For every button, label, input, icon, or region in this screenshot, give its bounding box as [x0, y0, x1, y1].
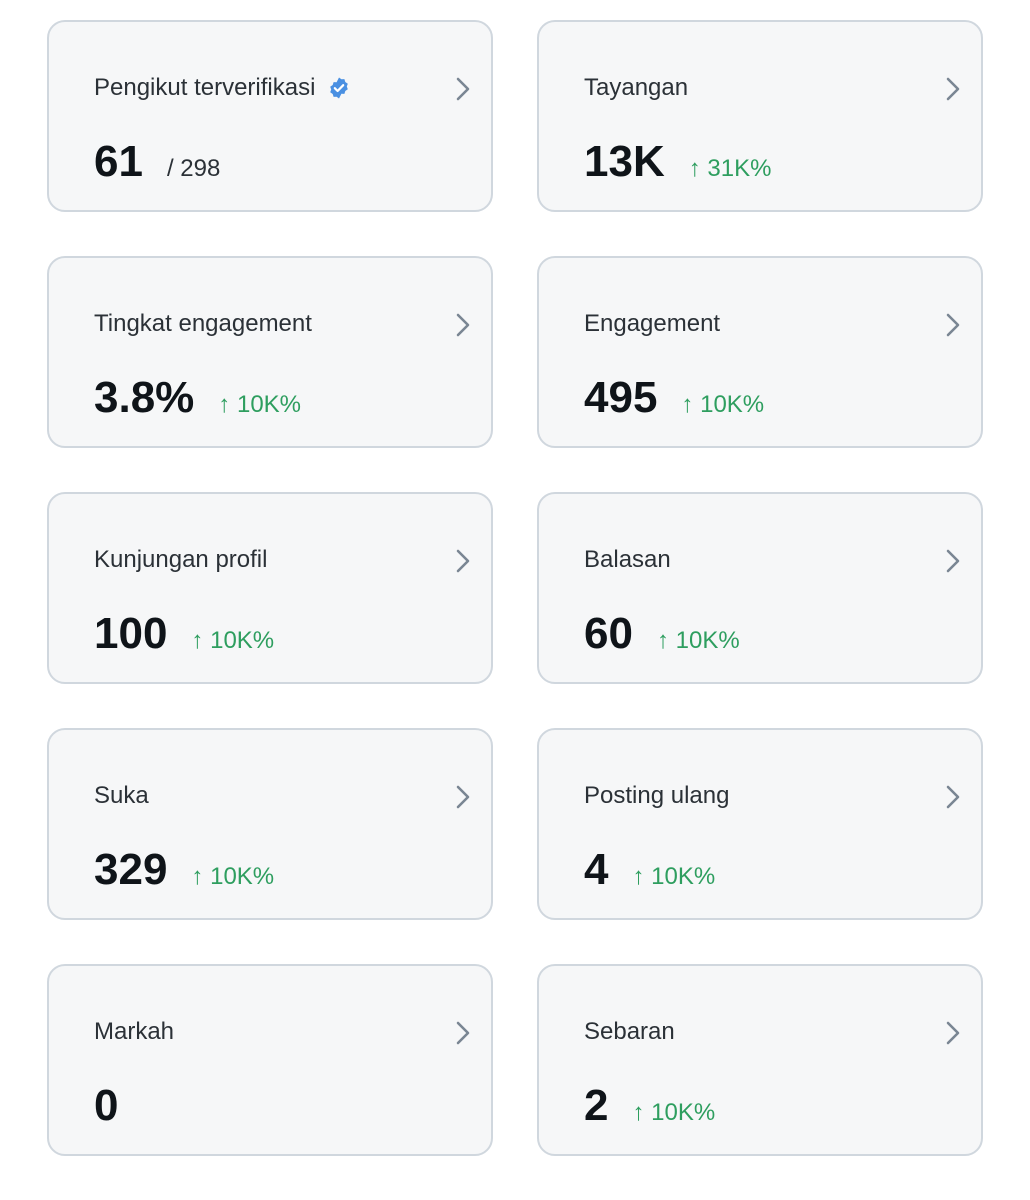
value-row: 3.8% ↑ 10K% — [94, 372, 301, 424]
card-title: Tayangan — [584, 74, 688, 102]
chevron-right-icon — [946, 313, 960, 337]
card-title: Kunjungan profil — [94, 546, 267, 574]
metric-card-replies[interactable]: Balasan 60 ↑ 10K% — [537, 492, 983, 684]
metric-total: / 298 — [166, 155, 221, 182]
card-title-label: Suka — [94, 782, 149, 809]
chevron-right-icon — [456, 549, 470, 573]
card-title: Suka — [94, 782, 149, 810]
value-row: 329 ↑ 10K% — [94, 844, 274, 896]
chevron-right-icon — [946, 785, 960, 809]
value-row: 2 ↑ 10K% — [584, 1080, 715, 1132]
metric-value: 2 — [584, 1081, 609, 1130]
chevron-right-icon — [946, 549, 960, 573]
value-row: 100 ↑ 10K% — [94, 608, 274, 660]
verified-badge-icon — [330, 77, 349, 99]
card-title: Engagement — [584, 310, 720, 338]
metric-change: ↑ 10K% — [218, 391, 302, 418]
chevron-right-icon — [946, 77, 960, 101]
card-title: Sebaran — [584, 1018, 675, 1046]
chevron-right-icon — [946, 1021, 960, 1045]
card-title-label: Markah — [94, 1018, 175, 1045]
value-row: 0 — [94, 1080, 118, 1132]
card-title-label: Kunjungan profil — [94, 546, 268, 573]
metric-change: ↑ 10K% — [681, 391, 765, 418]
metric-card-verified-followers[interactable]: Pengikut terverifikasi 61 / 298 — [47, 20, 493, 212]
chevron-right-icon — [456, 1021, 470, 1045]
metric-value: 3.8% — [94, 373, 195, 422]
metric-value: 13K — [584, 137, 665, 186]
metric-card-views[interactable]: Tayangan 13K ↑ 31K% — [537, 20, 983, 212]
metric-value: 329 — [94, 845, 168, 894]
value-row: 4 ↑ 10K% — [584, 844, 715, 896]
metric-change: ↑ 10K% — [191, 627, 275, 654]
card-title-label: Engagement — [584, 310, 721, 337]
metric-change: ↑ 10K% — [191, 863, 275, 890]
card-title: Balasan — [584, 546, 671, 574]
metric-card-likes[interactable]: Suka 329 ↑ 10K% — [47, 728, 493, 920]
card-title: Markah — [94, 1018, 174, 1046]
card-title-label: Tayangan — [584, 74, 689, 101]
metric-change: ↑ 10K% — [656, 627, 740, 654]
value-row: 61 / 298 — [94, 136, 220, 188]
metric-card-engagement-rate[interactable]: Tingkat engagement 3.8% ↑ 10K% — [47, 256, 493, 448]
value-row: 13K ↑ 31K% — [584, 136, 771, 188]
metric-value: 100 — [94, 609, 168, 658]
metric-card-shares[interactable]: Sebaran 2 ↑ 10K% — [537, 964, 983, 1156]
metric-value: 60 — [584, 609, 633, 658]
metric-change: ↑ 10K% — [632, 863, 716, 890]
chevron-right-icon — [456, 313, 470, 337]
card-title: Pengikut terverifikasi — [94, 74, 351, 102]
metrics-grid: Pengikut terverifikasi 61 / 298 Tayangan… — [47, 20, 983, 1156]
metric-value: 0 — [94, 1081, 119, 1130]
card-title-label: Tingkat engagement — [94, 310, 312, 337]
value-row: 60 ↑ 10K% — [584, 608, 740, 660]
metric-card-reposts[interactable]: Posting ulang 4 ↑ 10K% — [537, 728, 983, 920]
metric-value: 495 — [584, 373, 658, 422]
chevron-right-icon — [456, 77, 470, 101]
card-title-label: Balasan — [584, 546, 671, 573]
metric-card-profile-visits[interactable]: Kunjungan profil 100 ↑ 10K% — [47, 492, 493, 684]
card-title: Tingkat engagement — [94, 310, 312, 338]
metric-card-bookmarks[interactable]: Markah 0 — [47, 964, 493, 1156]
chevron-right-icon — [456, 785, 470, 809]
card-title-label: Sebaran — [584, 1018, 675, 1045]
value-row: 495 ↑ 10K% — [584, 372, 764, 424]
metric-card-engagement[interactable]: Engagement 495 ↑ 10K% — [537, 256, 983, 448]
metric-change: ↑ 10K% — [632, 1099, 716, 1126]
metric-value: 4 — [584, 845, 609, 894]
card-title: Posting ulang — [584, 782, 729, 810]
card-title-label: Pengikut terverifikasi — [94, 74, 316, 101]
card-title-label: Posting ulang — [584, 782, 730, 809]
metric-value: 61 — [94, 137, 143, 186]
metric-change: ↑ 31K% — [688, 155, 772, 182]
